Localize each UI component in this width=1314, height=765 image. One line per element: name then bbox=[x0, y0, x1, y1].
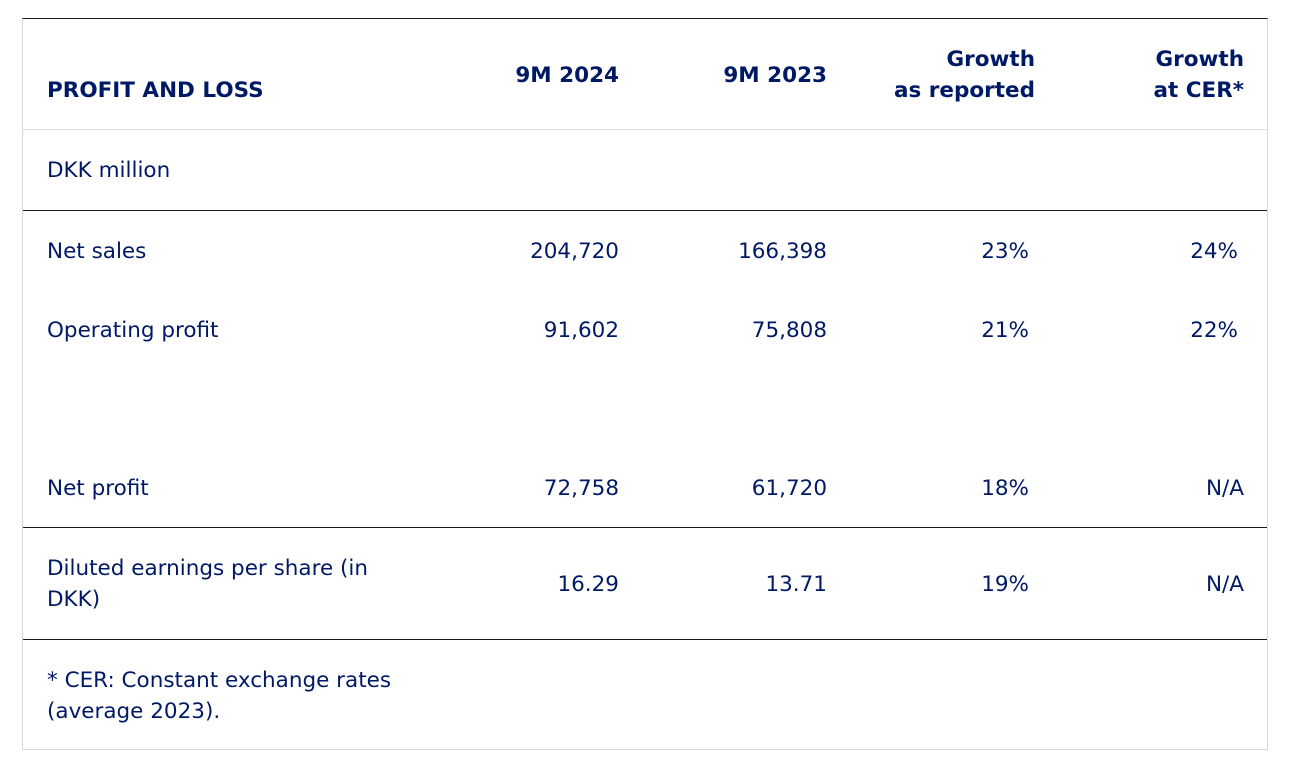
value-9m-2023: 13.71 bbox=[765, 572, 827, 597]
unit-label: DKK million bbox=[47, 158, 171, 183]
column-header-9m-2023: 9M 2023 bbox=[723, 63, 827, 88]
column-header-growth-cer: Growth at CER* bbox=[1153, 44, 1244, 106]
column-header-growth-reported-line1: Growth bbox=[946, 47, 1035, 72]
divider bbox=[23, 639, 1267, 640]
row-label: Net profit bbox=[47, 476, 149, 501]
column-header-growth-reported-line2: as reported bbox=[894, 78, 1035, 103]
column-header-9m-2024: 9M 2024 bbox=[515, 63, 619, 88]
value-growth-cer: 22% bbox=[1190, 318, 1238, 343]
column-header-growth-reported: Growth as reported bbox=[894, 44, 1035, 106]
value-9m-2024: 72,758 bbox=[543, 476, 619, 501]
column-header-growth-cer-line1: Growth bbox=[1155, 47, 1244, 72]
profit-and-loss-table: PROFIT AND LOSS 9M 2024 9M 2023 Growth a… bbox=[22, 18, 1268, 750]
divider bbox=[23, 210, 1267, 211]
value-growth-reported: 19% bbox=[981, 572, 1029, 597]
column-header-growth-cer-line2: at CER* bbox=[1153, 78, 1244, 103]
value-9m-2024: 91,602 bbox=[543, 318, 619, 343]
divider bbox=[23, 129, 1267, 130]
divider bbox=[23, 527, 1267, 528]
value-growth-reported: 18% bbox=[981, 476, 1029, 501]
value-9m-2024: 16.29 bbox=[557, 572, 619, 597]
value-9m-2024: 204,720 bbox=[530, 239, 619, 264]
row-label: Operating profit bbox=[47, 318, 219, 343]
value-growth-cer: 24% bbox=[1190, 239, 1238, 264]
row-label: Diluted earnings per share (in DKK) bbox=[47, 556, 369, 612]
value-growth-reported: 23% bbox=[981, 239, 1029, 264]
value-9m-2023: 61,720 bbox=[751, 476, 827, 501]
value-growth-cer: N/A bbox=[1205, 572, 1244, 597]
footnote: * CER: Constant exchange rates (average … bbox=[47, 668, 392, 724]
value-9m-2023: 166,398 bbox=[738, 239, 827, 264]
row-label: Net sales bbox=[47, 239, 147, 264]
table-title: PROFIT AND LOSS bbox=[47, 78, 264, 103]
value-growth-cer: N/A bbox=[1205, 476, 1244, 501]
value-9m-2023: 75,808 bbox=[751, 318, 827, 343]
value-growth-reported: 21% bbox=[981, 318, 1029, 343]
